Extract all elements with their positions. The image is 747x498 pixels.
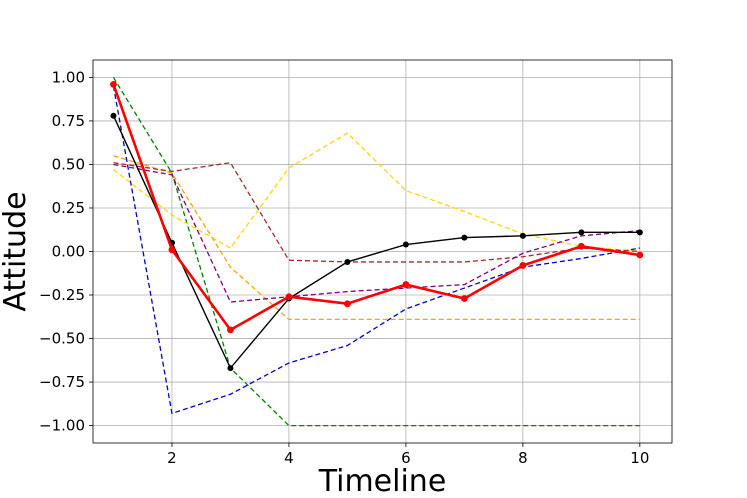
y-tick-label: −0.25 [39,286,85,304]
series-layer [110,77,644,427]
data-point [285,293,293,301]
data-point [110,112,117,119]
y-tick-label: 0.75 [52,112,85,130]
data-point [519,262,527,269]
y-axis-label: Attitude [0,191,33,311]
series-line [112,85,640,415]
data-point [227,365,234,372]
data-point [636,229,643,236]
y-tick-label: 0.25 [52,199,85,217]
x-tick-label: 8 [518,449,528,467]
x-tick-label: 2 [167,449,177,467]
x-tick-label: 4 [284,449,294,467]
x-axis-label: Timeline [318,464,447,498]
tick-layer: 2 4 6 8 10 1.00 0.75 0.50 0.25 0.00 −0.25 −0.50 −0.7… [39,68,649,467]
data-point [577,242,585,250]
data-point [344,300,351,308]
y-tick-label: 0.50 [52,155,85,173]
y-tick-label: 0.00 [52,243,85,261]
data-point [636,251,644,259]
data-point [461,234,468,241]
series-line [113,163,640,303]
series-line [113,162,640,263]
data-point [344,258,351,265]
data-point [402,241,409,248]
series-line [112,115,640,370]
x-tick-label: 6 [401,449,411,467]
data-point [168,246,176,254]
x-tick-label: 10 [630,449,649,467]
data-point [227,326,234,334]
y-tick-label: −0.75 [39,373,85,391]
y-tick-label: 1.00 [52,68,85,86]
data-point [110,80,117,88]
series-line [113,132,640,253]
data-point [578,229,585,236]
data-point [402,281,410,288]
y-tick-label: −0.50 [39,330,85,348]
series-line [113,155,640,321]
series-line [112,83,641,332]
data-point [460,295,468,302]
y-tick-label: −1.00 [39,417,85,435]
data-point [519,232,526,239]
series-line [112,77,640,427]
